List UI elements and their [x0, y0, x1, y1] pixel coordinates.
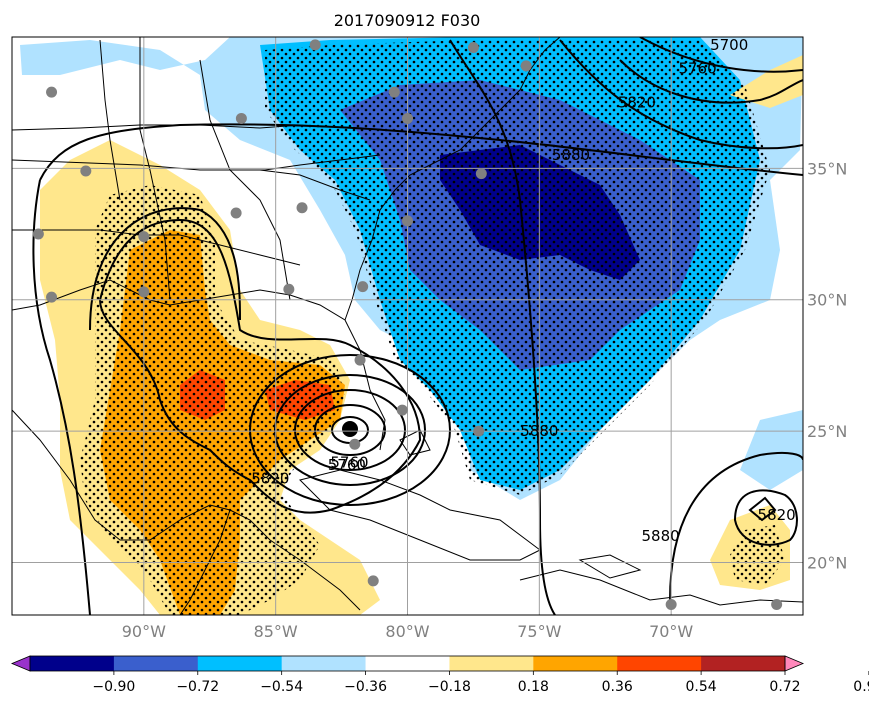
- colorbar-tick-label: −0.90: [92, 679, 135, 695]
- station-dot: [520, 60, 532, 72]
- contour-label: 5700: [710, 36, 748, 54]
- colorbar-tick-label: −0.18: [428, 679, 471, 695]
- colorbar-swatch: [617, 656, 702, 671]
- contour-label: 5820: [251, 469, 289, 487]
- colorbar-tick-label: −0.36: [344, 679, 387, 695]
- colorbar-tick-label: −0.54: [260, 679, 303, 695]
- colorbar-extend-high: [784, 655, 805, 672]
- station-dot: [32, 228, 44, 240]
- contour-label: 5820: [758, 506, 796, 524]
- contour-label: 5880: [552, 146, 590, 164]
- colorbar-tick-label: 0.18: [518, 679, 549, 695]
- lon-tick-label: 75°W: [517, 622, 561, 641]
- contour-label: 5760: [678, 60, 716, 78]
- map-frame: [11, 36, 804, 616]
- station-dot: [309, 39, 321, 51]
- colorbar-swatch: [281, 656, 367, 671]
- station-dot: [80, 165, 92, 177]
- lat-tick-label: 30°N: [807, 291, 847, 310]
- colorbar-swatch: [449, 656, 534, 671]
- station-dot: [138, 286, 150, 298]
- station-dot: [473, 425, 485, 437]
- lon-tick-label: 85°W: [254, 622, 298, 641]
- station-dot: [665, 598, 677, 610]
- storm-center-marker: [342, 421, 358, 437]
- contour-label: 5880: [642, 527, 680, 545]
- map-title: 2017090912 F030: [334, 11, 481, 30]
- colorbar-frame: [29, 655, 786, 672]
- contour-label: 5760: [330, 454, 368, 472]
- colorbar-swatch: [30, 656, 115, 671]
- contour-label: 5760: [328, 456, 366, 474]
- field-light-blue-sw-patch: [740, 410, 803, 490]
- station-dot: [235, 112, 247, 124]
- latitude-tick-labels: 35°N 30°N 25°N 20°N: [807, 159, 847, 572]
- station-dot: [138, 231, 150, 243]
- lon-tick-label: 70°W: [649, 622, 693, 641]
- field-light-yellow-ne: [730, 55, 803, 108]
- colorbar-extend-low: [10, 655, 31, 672]
- colorbar-tick-label: 0.90: [853, 679, 869, 695]
- station-dot: [354, 354, 366, 366]
- stipple-east: [730, 525, 785, 585]
- station-dot: [396, 404, 408, 416]
- colorbar-swatch: [701, 656, 786, 671]
- station-dot: [402, 215, 413, 227]
- longitude-tick-labels: 90°W 85°W 80°W 75°W 70°W: [122, 622, 694, 641]
- station-dot: [388, 86, 400, 98]
- gridlines: [12, 37, 803, 615]
- lat-tick-label: 25°N: [807, 422, 847, 441]
- lat-tick-label: 20°N: [807, 553, 847, 572]
- lon-tick-label: 80°W: [385, 622, 429, 641]
- colorbar-tick-label: 0.54: [686, 679, 717, 695]
- contour-label: 5820: [618, 94, 656, 112]
- colorbar-tick-label: −0.72: [176, 679, 219, 695]
- contour-label: 5880: [520, 422, 558, 440]
- colorbar-tick-label: 0.72: [769, 679, 800, 695]
- station-dot: [349, 438, 361, 450]
- station-dot: [46, 291, 58, 303]
- lat-tick-label: 35°N: [807, 159, 847, 178]
- colorbar-tick-label: 0.36: [602, 679, 633, 695]
- station-dot: [402, 112, 413, 124]
- station-dot: [357, 281, 369, 293]
- station-dot: [367, 575, 379, 587]
- colorbar-swatch: [197, 656, 283, 671]
- station-dot: [46, 86, 58, 98]
- station-dot: [296, 202, 308, 214]
- colorbar-swatch: [113, 656, 199, 671]
- station-dot: [771, 598, 783, 610]
- lon-tick-label: 90°W: [122, 622, 166, 641]
- height-contours: [32, 37, 803, 615]
- station-dot: [467, 42, 479, 54]
- station-dot: [283, 283, 295, 295]
- colorbar-swatch: [365, 656, 450, 671]
- station-markers: [32, 39, 783, 610]
- station-dot: [230, 207, 242, 219]
- colorbar-swatch: [533, 656, 618, 671]
- stipple-negative: [265, 40, 770, 495]
- station-dot: [475, 168, 487, 180]
- colorbar: −0.90 −0.72 −0.54 −0.36 −0.18 0.18 0.36 0.54 0.7…: [10, 655, 869, 695]
